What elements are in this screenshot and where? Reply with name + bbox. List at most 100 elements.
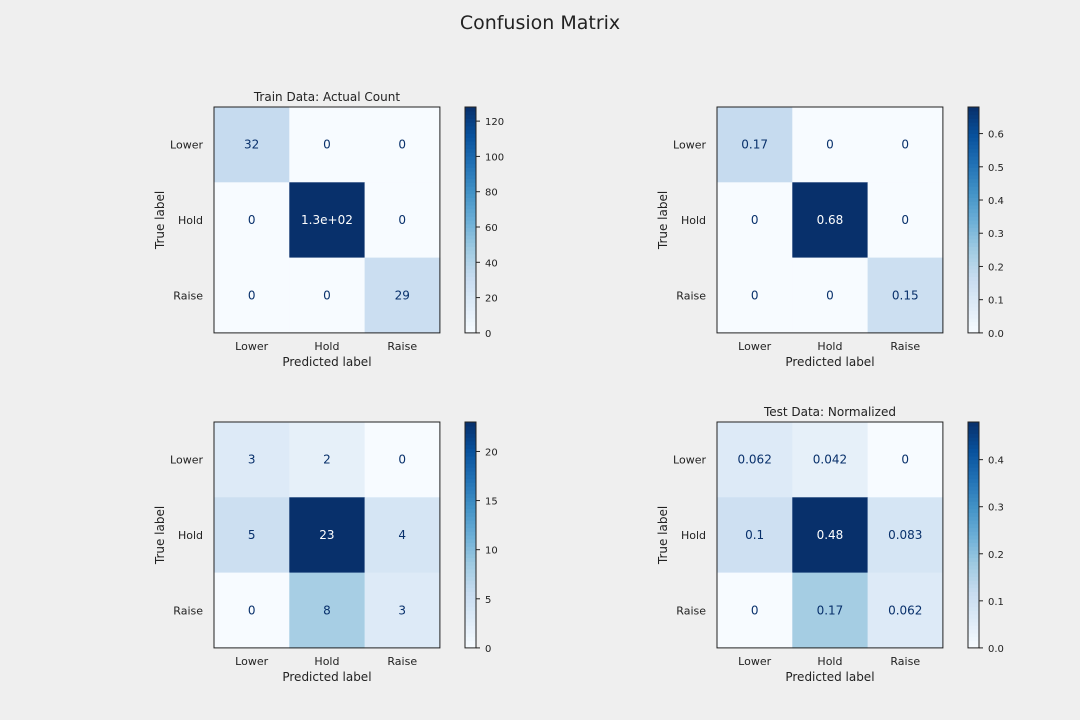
colorbar-segment xyxy=(968,171,979,176)
cell-value-label: 0 xyxy=(826,288,834,302)
colorbar-segment xyxy=(465,550,476,555)
colorbar-tick-label: 0.3 xyxy=(988,503,1004,514)
colorbar-segment xyxy=(968,542,979,547)
colorbar-segment xyxy=(968,629,979,634)
colorbar-segment xyxy=(968,636,979,641)
colorbar-segment xyxy=(465,519,476,525)
x-tick-label: Hold xyxy=(817,340,842,353)
colorbar-segment xyxy=(465,167,476,172)
colorbar-tick-label: 10 xyxy=(485,546,498,557)
colorbar-segment xyxy=(968,216,979,221)
colorbar-segment xyxy=(465,257,476,262)
colorbar-segment xyxy=(968,587,979,593)
heatmap-cell xyxy=(792,572,869,649)
plot-frame xyxy=(716,106,944,334)
colorbar-segment xyxy=(465,171,476,176)
colorbar-segment xyxy=(465,219,476,225)
colorbar-segment xyxy=(968,621,979,626)
colorbar-segment xyxy=(968,440,979,446)
colorbar-tick-label: 0.0 xyxy=(988,329,1004,340)
colorbar-segment xyxy=(465,283,476,289)
colorbar-segment xyxy=(465,425,476,431)
colorbar-segment xyxy=(465,276,476,281)
colorbar-segment xyxy=(465,455,476,461)
colorbar-segment xyxy=(968,159,979,165)
cell-value-label: 0 xyxy=(248,213,256,227)
colorbar-segment xyxy=(465,614,476,619)
heatmap-cell xyxy=(717,497,793,574)
y-axis-label: True label xyxy=(153,191,167,250)
colorbar-segment xyxy=(465,595,476,600)
colorbar-segment xyxy=(465,440,476,446)
colorbar-segment xyxy=(968,557,979,562)
x-tick-label: Lower xyxy=(738,655,771,668)
colorbar-segment xyxy=(968,501,979,506)
colorbar-tick-label: 0.2 xyxy=(988,262,1004,273)
colorbar-frame xyxy=(967,421,980,649)
colorbar-segment xyxy=(968,550,979,555)
colorbar-segment xyxy=(465,186,476,191)
colorbar-segment xyxy=(465,231,476,236)
heatmap-cell xyxy=(792,257,869,334)
heatmap-cell xyxy=(214,422,290,498)
colorbar-segment xyxy=(465,534,476,540)
colorbar-segment xyxy=(968,265,979,270)
cell-value-label: 0 xyxy=(398,138,406,152)
colorbar-segment xyxy=(968,133,979,138)
colorbar-segment xyxy=(968,182,979,187)
colorbar-segment xyxy=(968,538,979,544)
cell-value-label: 0 xyxy=(323,288,331,302)
colorbar-segment xyxy=(968,152,979,157)
colorbar-segment xyxy=(465,580,476,585)
colorbar-segment xyxy=(465,189,476,195)
colorbar-segment xyxy=(968,257,979,262)
heatmap-cell xyxy=(867,422,944,498)
panel-title: Train Data: Actual Count xyxy=(253,90,400,104)
cell-value-label: 0 xyxy=(323,138,331,152)
colorbar-segment xyxy=(465,493,476,498)
colorbar-segment xyxy=(968,295,979,300)
heatmap-panel-2: 0.17 0 0 0 0.68 0 0 0 0.15 Lower Hold Raise Lower Hol… xyxy=(656,106,1004,369)
x-tick-label: Raise xyxy=(890,340,920,353)
colorbar-segment xyxy=(465,163,476,168)
colorbar-segment xyxy=(968,610,979,615)
colorbar-segment xyxy=(968,167,979,172)
colorbar-segment xyxy=(968,299,979,304)
colorbar-segment xyxy=(465,242,476,247)
colorbar-segment xyxy=(465,602,476,608)
colorbar-segment xyxy=(465,193,476,198)
heatmap-cell xyxy=(792,107,869,183)
colorbar-segment xyxy=(465,531,476,536)
colorbar-frame xyxy=(464,106,477,334)
heatmap-cell xyxy=(214,257,290,334)
colorbar-segment xyxy=(465,295,476,300)
colorbar-segment xyxy=(465,261,476,266)
colorbar-segment xyxy=(968,644,979,649)
colorbar-segment xyxy=(968,512,979,517)
colorbar-segment xyxy=(465,317,476,323)
colorbar-segment xyxy=(465,486,476,491)
colorbar-segment xyxy=(968,508,979,513)
y-tick-label: Lower xyxy=(170,454,203,467)
heatmap-cell xyxy=(792,422,869,498)
colorbar-segment xyxy=(968,125,979,131)
colorbar-tick-label: 40 xyxy=(485,258,498,269)
cell-value-label: 3 xyxy=(248,453,256,467)
colorbar-segment xyxy=(465,197,476,202)
colorbar-segment xyxy=(465,576,476,581)
colorbar-segment xyxy=(465,523,476,529)
heatmap-cell xyxy=(214,107,290,183)
panel-title: Test Data: Normalized xyxy=(763,405,896,419)
colorbar-tick-label: 80 xyxy=(485,188,498,199)
colorbar-segment xyxy=(465,246,476,251)
colorbar-segment xyxy=(968,253,979,259)
heatmap-cell xyxy=(364,497,441,574)
colorbar-segment xyxy=(968,242,979,247)
colorbar-segment xyxy=(465,452,476,457)
colorbar-segment xyxy=(968,283,979,289)
colorbar-segment xyxy=(968,238,979,244)
colorbar-segment xyxy=(968,317,979,323)
colorbar-segment xyxy=(968,546,979,551)
colorbar-segment xyxy=(465,306,476,311)
colorbar-tick-label: 0.3 xyxy=(988,229,1004,240)
